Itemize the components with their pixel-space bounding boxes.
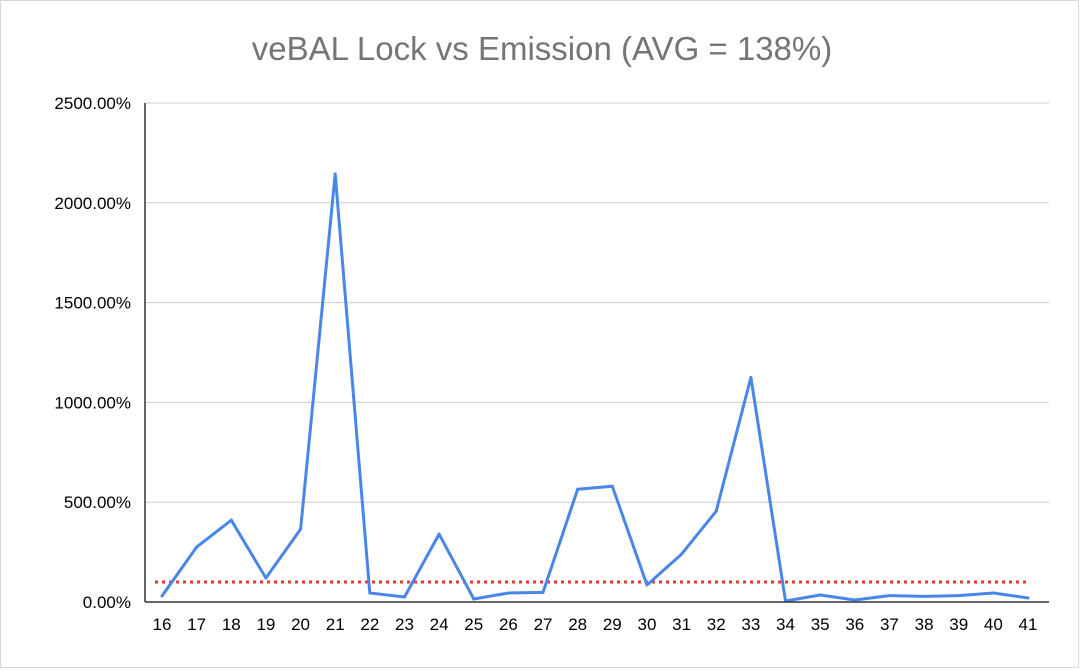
data-point (437, 532, 441, 536)
x-tick-label: 34 (776, 615, 795, 634)
x-tick-label: 36 (845, 615, 864, 634)
series-line (160, 172, 1029, 603)
data-point (195, 545, 199, 549)
x-axis-tick-labels: 16 17 18 19 20 21 22 23 24 25 26 27 28 29 30 31 32 33 34 35… (153, 615, 1038, 634)
data-point (957, 594, 961, 598)
x-tick-label: 35 (811, 615, 830, 634)
x-tick-label: 31 (672, 615, 691, 634)
data-point (749, 375, 753, 379)
data-point (610, 484, 614, 488)
data-point (991, 591, 995, 595)
y-tick-label: 2000.00% (54, 194, 131, 213)
x-tick-label: 38 (915, 615, 934, 634)
data-point (714, 509, 718, 513)
x-tick-label: 23 (395, 615, 414, 634)
data-point (1026, 596, 1030, 600)
x-tick-label: 39 (949, 615, 968, 634)
gridlines (145, 102, 1049, 503)
y-tick-label: 1500.00% (54, 294, 131, 313)
data-point (472, 597, 476, 601)
x-tick-label: 24 (430, 615, 449, 634)
data-point (299, 527, 303, 531)
data-point (922, 594, 926, 598)
data-point (680, 552, 684, 556)
x-tick-label: 41 (1019, 615, 1038, 634)
x-tick-label: 22 (360, 615, 379, 634)
x-tick-label: 27 (534, 615, 553, 634)
data-point (229, 518, 233, 522)
data-point (576, 487, 580, 491)
x-tick-label: 21 (326, 615, 345, 634)
axes (144, 103, 1049, 603)
data-point (887, 594, 891, 598)
data-point (160, 594, 164, 598)
x-tick-label: 26 (499, 615, 518, 634)
y-tick-label: 500.00% (64, 493, 131, 512)
data-point (402, 595, 406, 599)
x-tick-label: 16 (153, 615, 172, 634)
y-tick-label: 0.00% (83, 593, 131, 612)
x-tick-label: 18 (222, 615, 241, 634)
x-tick-label: 29 (603, 615, 622, 634)
data-point (541, 590, 545, 594)
x-tick-label: 19 (256, 615, 275, 634)
x-tick-label: 28 (568, 615, 587, 634)
x-tick-label: 32 (707, 615, 726, 634)
data-point (645, 583, 649, 587)
x-tick-label: 30 (637, 615, 656, 634)
data-point (818, 593, 822, 597)
x-tick-label: 37 (880, 615, 899, 634)
y-tick-label: 1000.00% (54, 393, 131, 412)
y-axis-tick-labels: 0.00% 500.00% 1000.00% 1500.00% 2000.00% 2500… (54, 94, 131, 612)
x-tick-label: 25 (464, 615, 483, 634)
data-point (506, 591, 510, 595)
x-tick-label: 17 (187, 615, 206, 634)
x-tick-label: 20 (291, 615, 310, 634)
data-point (368, 591, 372, 595)
data-point (333, 172, 337, 176)
x-tick-label: 33 (741, 615, 760, 634)
data-point (264, 576, 268, 580)
chart-title: veBAL Lock vs Emission (AVG = 138%) (251, 30, 833, 67)
y-tick-label: 2500.00% (54, 94, 131, 113)
x-tick-label: 40 (984, 615, 1003, 634)
series-layer (160, 172, 1030, 603)
data-point (853, 598, 857, 602)
